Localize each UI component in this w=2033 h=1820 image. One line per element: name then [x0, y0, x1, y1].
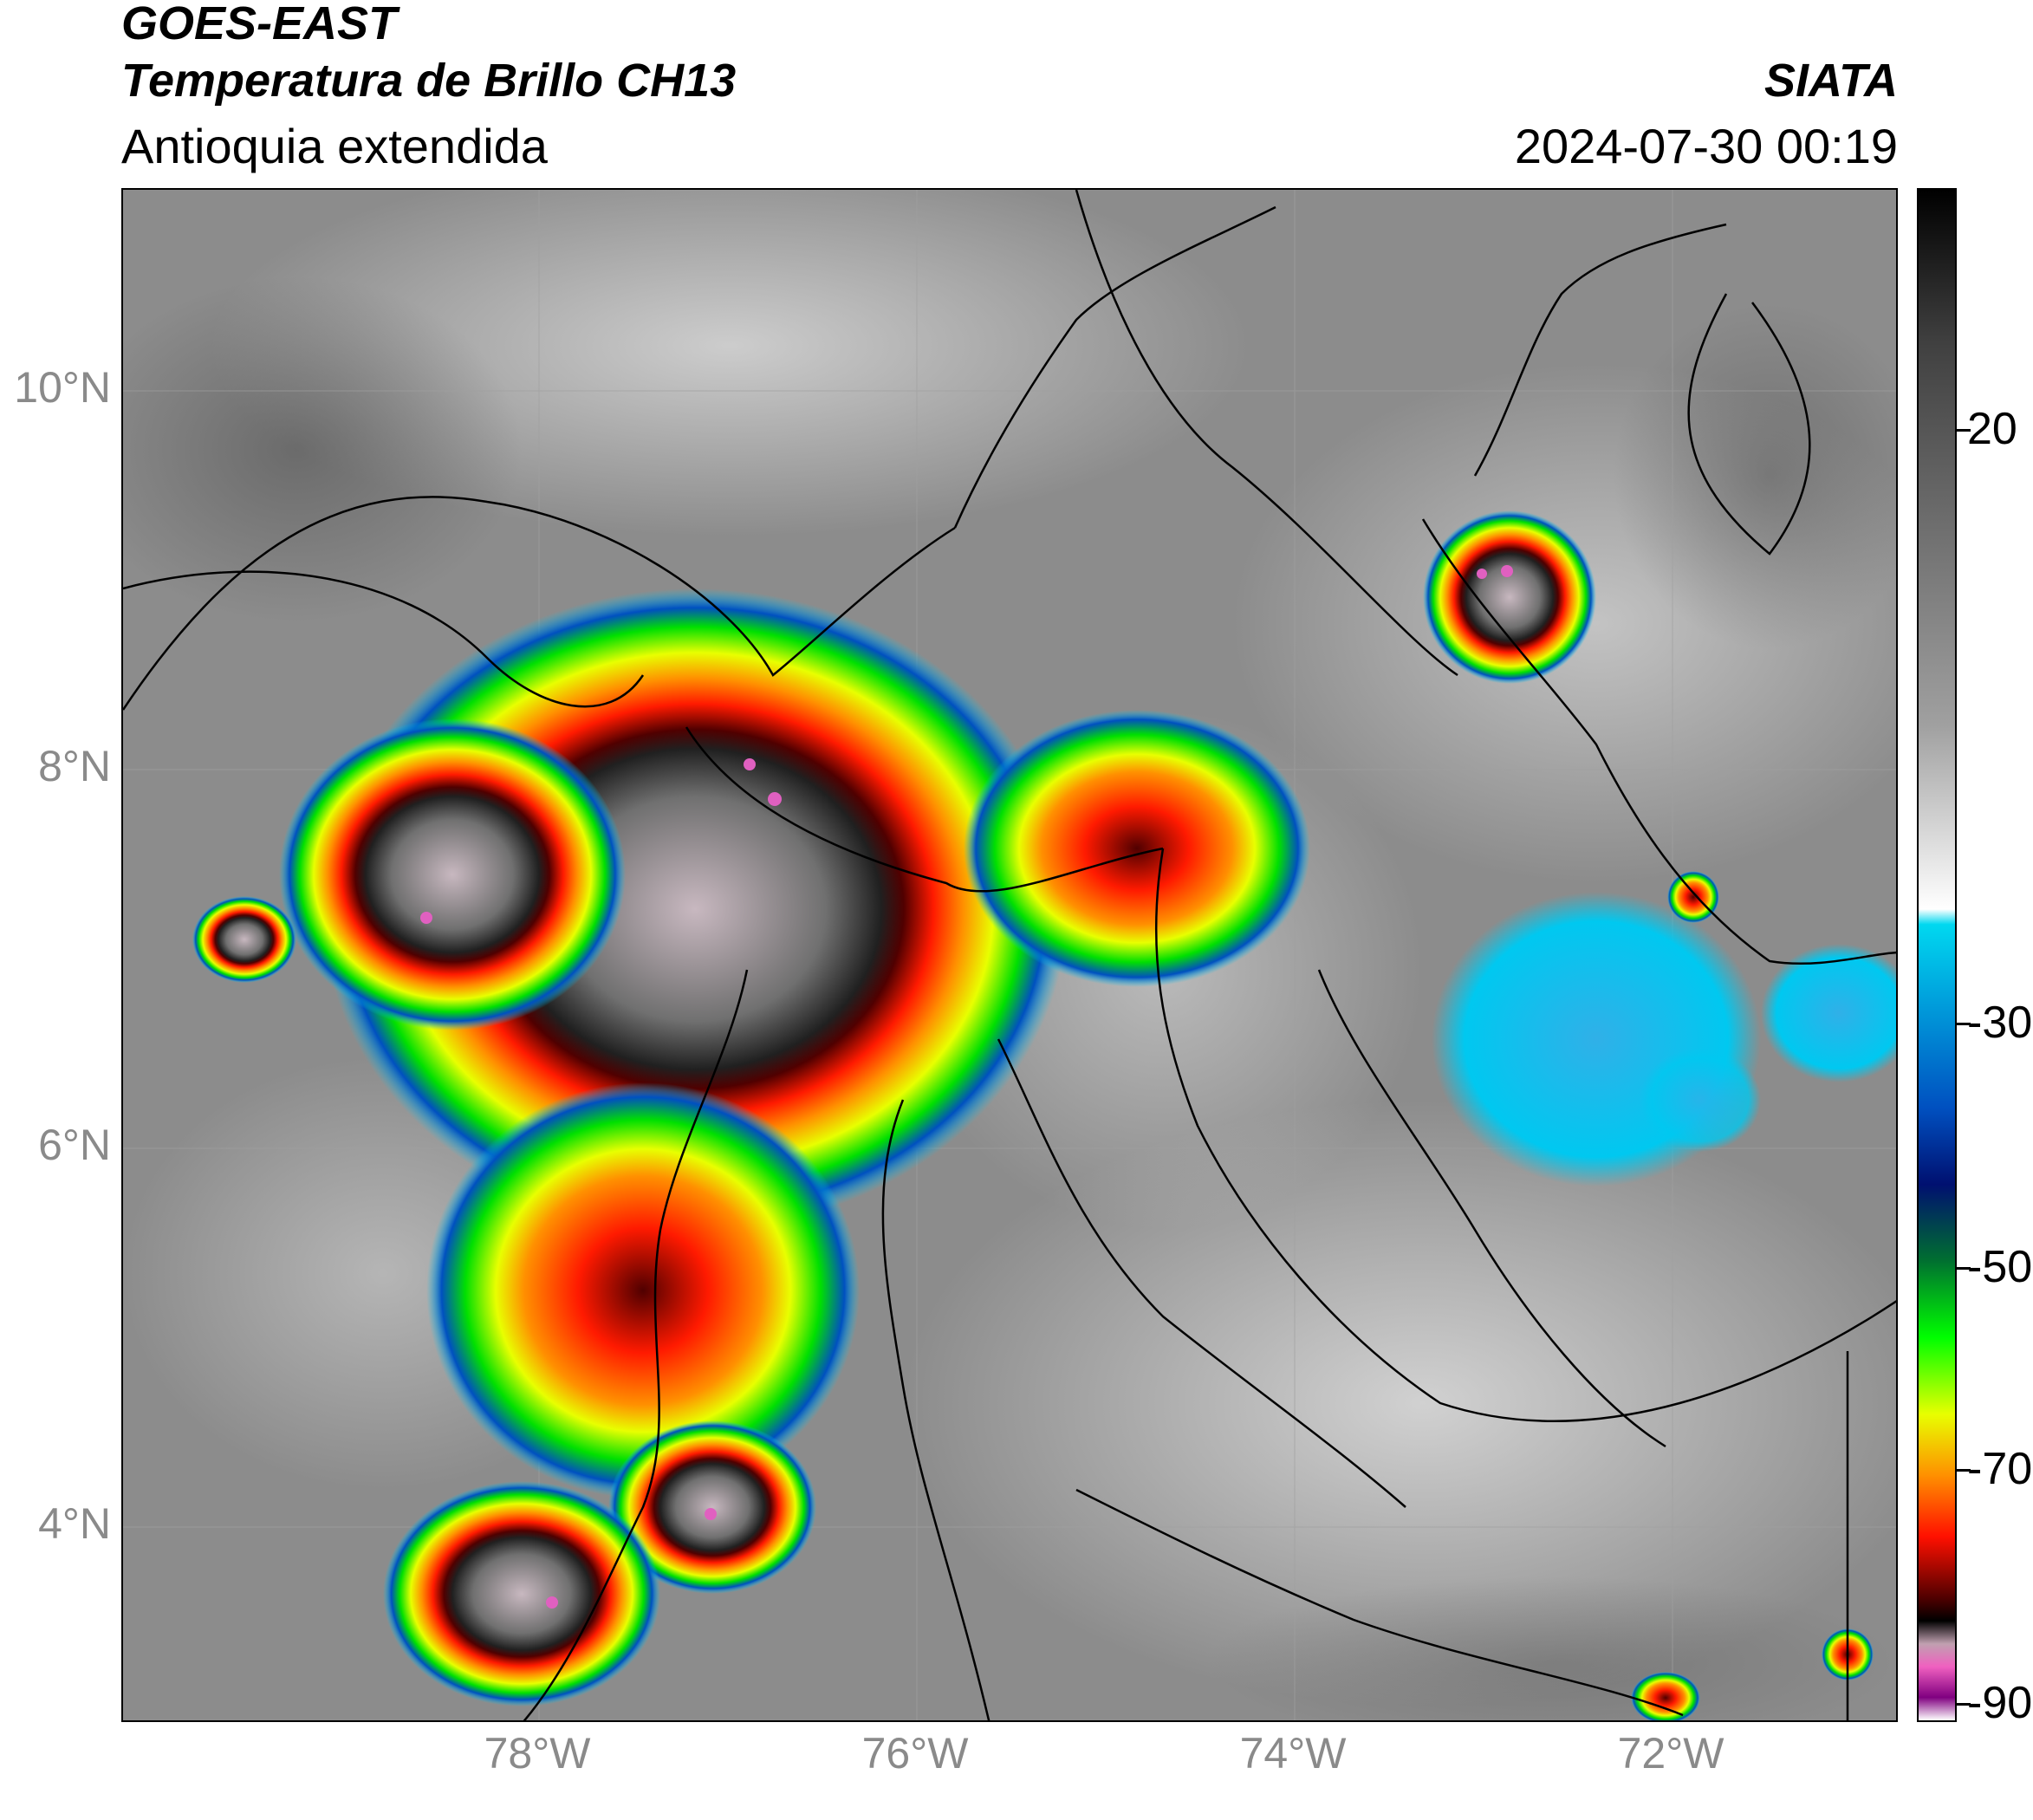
- cb-tick: [1957, 1469, 1971, 1472]
- institution-label: SIATA: [1764, 55, 1898, 107]
- storm-southwest: [383, 1481, 660, 1706]
- product-title: Temperatura de Brillo CH13: [121, 55, 737, 107]
- cb-tick: [1957, 1023, 1971, 1025]
- storm-northeast: [1423, 510, 1596, 684]
- satellite-map[interactable]: [121, 188, 1898, 1722]
- cb-label-minus70: -70: [1967, 1444, 2033, 1494]
- cb-tick: [1957, 429, 1971, 432]
- lat-label-6n: 6°N: [38, 1121, 111, 1169]
- lat-label-8n: 8°N: [38, 742, 111, 790]
- cb-label-minus30: -30: [1967, 998, 2033, 1048]
- datetime-label: 2024-07-30 00:19: [1514, 119, 1898, 173]
- lon-label-76w: 76°W: [861, 1729, 969, 1778]
- storm-east: [964, 710, 1310, 987]
- storm-south-cell: [608, 1420, 816, 1594]
- colorbar: [1917, 188, 1957, 1722]
- cb-label-minus50: -50: [1967, 1242, 2033, 1292]
- borders: [123, 190, 1896, 1720]
- cb-tick: [1957, 1267, 1971, 1270]
- map-canvas: [123, 190, 1896, 1720]
- lon-label-72w: 72°W: [1617, 1729, 1724, 1778]
- lon-label-78w: 78°W: [484, 1729, 591, 1778]
- cb-tick: [1957, 1703, 1971, 1706]
- overshooting-tops: [420, 565, 1513, 1609]
- cb-label-minus90: -90: [1967, 1678, 2033, 1728]
- lon-label-74w: 74°W: [1239, 1729, 1347, 1778]
- cb-label-20: 20: [1967, 404, 2017, 454]
- storm-west: [279, 718, 626, 1030]
- lat-label-4n: 4°N: [38, 1499, 111, 1548]
- lat-label-10n: 10°N: [14, 363, 111, 412]
- satellite-title: GOES-EAST: [121, 0, 398, 49]
- storm-south: [426, 1082, 860, 1498]
- region-subtitle: Antioquia extendida: [121, 119, 548, 173]
